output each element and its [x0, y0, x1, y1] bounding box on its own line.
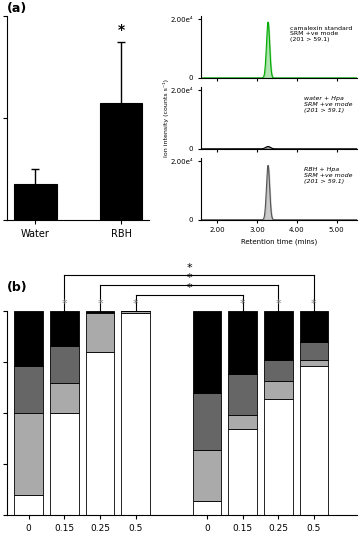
Bar [50, 311, 79, 346]
Bar [193, 393, 221, 450]
Bar [50, 346, 79, 383]
Bar [86, 352, 114, 515]
Bar [50, 413, 79, 515]
Text: *: * [186, 273, 192, 283]
Bar [300, 360, 328, 366]
Bar [300, 342, 328, 360]
Text: *: * [186, 283, 192, 293]
Bar [300, 311, 328, 342]
X-axis label: Retention time (mins): Retention time (mins) [241, 239, 317, 246]
Bar [264, 399, 293, 515]
Text: (b): (b) [7, 281, 28, 294]
Bar [228, 415, 257, 429]
Text: (a): (a) [7, 2, 28, 15]
Text: *: * [186, 263, 192, 273]
Y-axis label: Ion intensity (counts s⁻¹): Ion intensity (counts s⁻¹) [163, 79, 169, 157]
Bar [264, 311, 293, 360]
Bar [228, 375, 257, 415]
Bar [86, 312, 114, 313]
Text: *: * [62, 299, 67, 309]
Bar [15, 311, 43, 366]
Bar [86, 313, 114, 352]
Bar [228, 311, 257, 375]
Bar [264, 380, 293, 399]
Bar [14, 184, 57, 220]
Bar [300, 366, 328, 515]
Bar [121, 313, 150, 515]
Bar [193, 311, 221, 393]
Bar [15, 494, 43, 515]
Bar [99, 103, 142, 220]
Bar [121, 311, 150, 313]
Text: *: * [311, 299, 317, 309]
Bar [15, 366, 43, 413]
Bar [193, 501, 221, 515]
Text: water + Hpa
SRM +ve mode
(201 > 59.1): water + Hpa SRM +ve mode (201 > 59.1) [304, 96, 352, 113]
Text: camalexin standard
SRM +ve mode
(201 > 59.1): camalexin standard SRM +ve mode (201 > 5… [290, 25, 352, 42]
Text: *: * [276, 299, 281, 309]
Bar [86, 311, 114, 312]
Text: *: * [118, 23, 124, 37]
Bar [50, 383, 79, 413]
Text: *: * [240, 299, 245, 309]
Bar [264, 360, 293, 380]
Text: *: * [97, 299, 103, 309]
Bar [193, 450, 221, 501]
Bar [228, 429, 257, 515]
Text: RBH + Hpa
SRM +ve mode
(201 > 59.1): RBH + Hpa SRM +ve mode (201 > 59.1) [304, 167, 352, 184]
Bar [15, 413, 43, 494]
Text: *: * [133, 299, 138, 309]
